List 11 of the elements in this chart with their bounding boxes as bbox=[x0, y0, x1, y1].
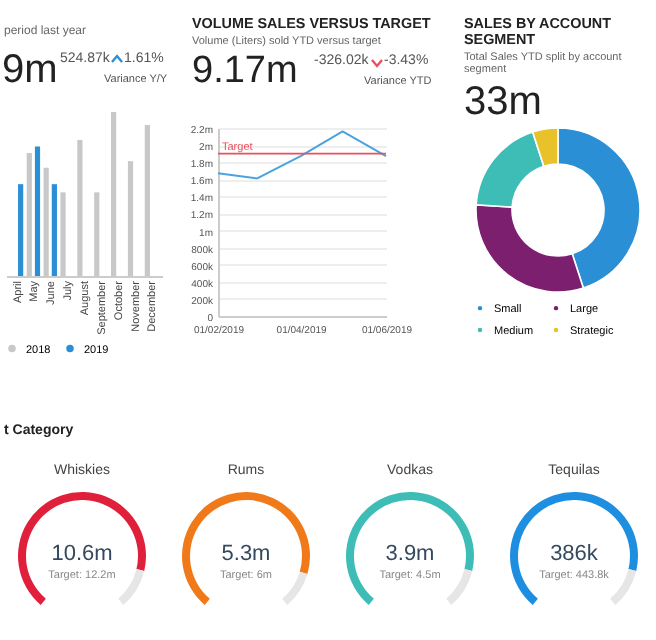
bar bbox=[18, 184, 24, 276]
bar bbox=[51, 184, 57, 276]
text: 9m bbox=[2, 48, 58, 92]
text: 386k bbox=[548, 542, 600, 567]
text: 10.6m bbox=[49, 542, 115, 567]
text: 5.3m bbox=[219, 542, 273, 567]
text: 9.17m bbox=[192, 50, 298, 94]
line-series bbox=[217, 130, 387, 180]
text: 33m bbox=[464, 80, 542, 124]
bar bbox=[34, 146, 41, 276]
text: 3.9m bbox=[383, 542, 437, 567]
